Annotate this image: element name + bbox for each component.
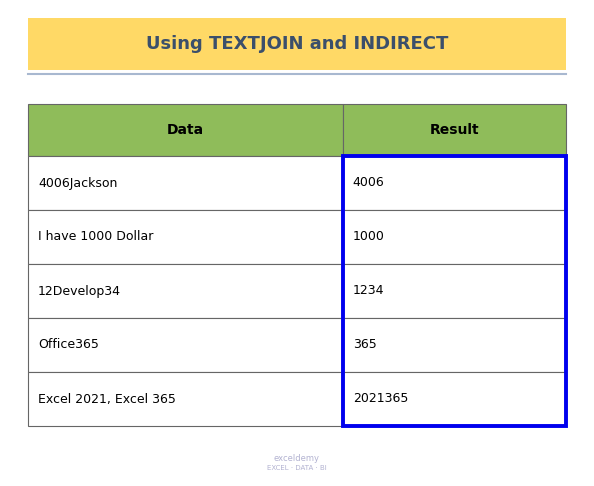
FancyBboxPatch shape	[343, 104, 566, 156]
Text: I have 1000 Dollar: I have 1000 Dollar	[38, 230, 153, 243]
FancyBboxPatch shape	[28, 18, 566, 70]
Text: 1234: 1234	[353, 284, 384, 297]
FancyBboxPatch shape	[28, 104, 343, 156]
Text: Using TEXTJOIN and INDIRECT: Using TEXTJOIN and INDIRECT	[146, 35, 448, 53]
FancyBboxPatch shape	[343, 264, 566, 318]
Text: exceldemy: exceldemy	[274, 453, 320, 463]
FancyBboxPatch shape	[28, 264, 343, 318]
Text: 12Develop34: 12Develop34	[38, 284, 121, 297]
Text: Result: Result	[429, 123, 479, 137]
Text: EXCEL · DATA · BI: EXCEL · DATA · BI	[267, 465, 327, 471]
Text: 4006Jackson: 4006Jackson	[38, 176, 118, 190]
FancyBboxPatch shape	[343, 372, 566, 426]
FancyBboxPatch shape	[343, 318, 566, 372]
Text: Data: Data	[167, 123, 204, 137]
Text: 4006: 4006	[353, 176, 384, 190]
FancyBboxPatch shape	[343, 210, 566, 264]
FancyBboxPatch shape	[28, 156, 343, 210]
Text: 2021365: 2021365	[353, 393, 408, 405]
Text: Office365: Office365	[38, 339, 99, 351]
Text: Excel 2021, Excel 365: Excel 2021, Excel 365	[38, 393, 176, 405]
FancyBboxPatch shape	[28, 318, 343, 372]
FancyBboxPatch shape	[28, 372, 343, 426]
Text: 1000: 1000	[353, 230, 384, 243]
FancyBboxPatch shape	[28, 210, 343, 264]
Text: 365: 365	[353, 339, 377, 351]
FancyBboxPatch shape	[343, 156, 566, 210]
